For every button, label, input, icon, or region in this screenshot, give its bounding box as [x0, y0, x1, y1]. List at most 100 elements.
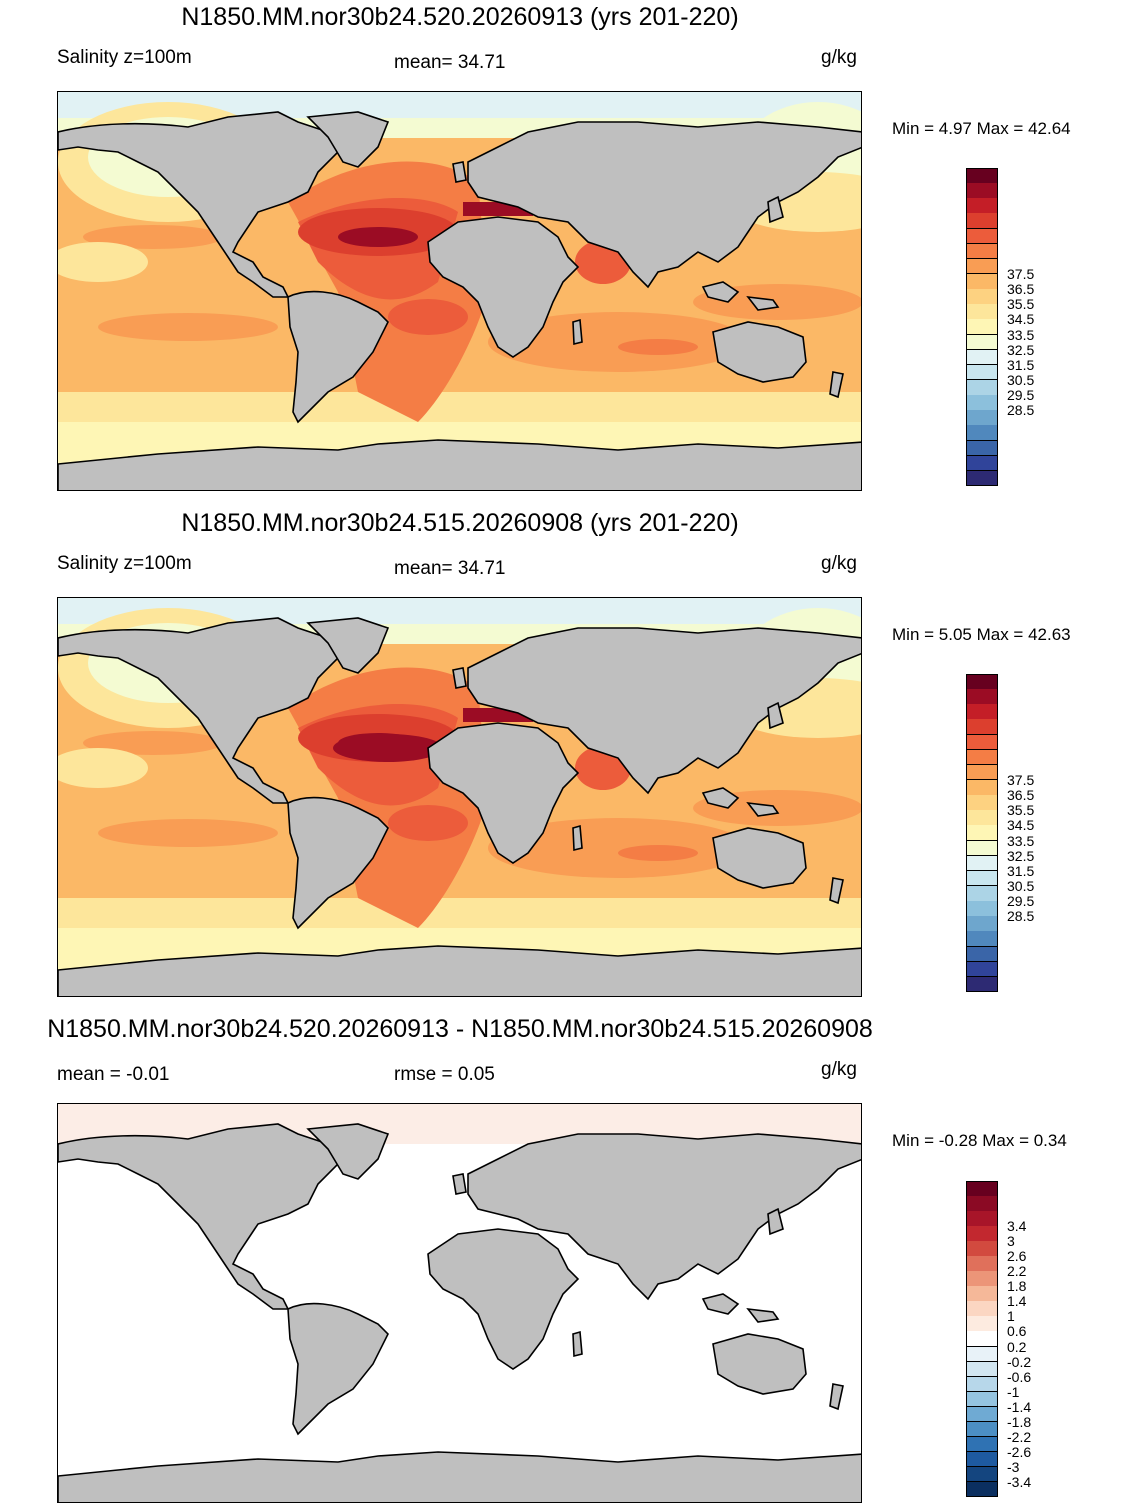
colorbar-swatch	[966, 795, 998, 811]
colorbar-swatch	[966, 380, 998, 396]
colorbar-swatch	[966, 183, 998, 199]
colorbar-swatch	[966, 440, 998, 457]
colorbar-swatch	[966, 810, 998, 826]
colorbar-tick-label: 34.5	[1007, 817, 1035, 834]
colorbar-swatch	[966, 304, 998, 320]
rmse-label: rmse = 0.05	[394, 1064, 495, 1085]
colorbar-swatch	[966, 1256, 998, 1272]
colorbar-swatch	[966, 1376, 998, 1393]
colorbar-swatch	[966, 704, 998, 720]
colorbar-tick-label: 0.2	[1007, 1338, 1027, 1355]
colorbar-swatch	[966, 198, 998, 214]
panel-title: N1850.MM.nor30b24.520.20260913 - N1850.M…	[47, 1015, 873, 1043]
colorbar-tick-label: 36.5	[1007, 787, 1035, 804]
colorbar-swatch	[966, 364, 998, 381]
colorbar-tick-label: 35.5	[1007, 802, 1035, 819]
colorbar-swatch	[966, 840, 998, 857]
colorbar-tick-label: 29.5	[1007, 893, 1035, 910]
colorbar-swatch	[966, 764, 998, 781]
colorbar-tick-label: 1.4	[1007, 1293, 1027, 1310]
panel-title: N1850.MM.nor30b24.520.20260913 (yrs 201-…	[181, 3, 739, 31]
colorbar-tick-label: 37.5	[1007, 772, 1035, 788]
panel-title: N1850.MM.nor30b24.515.20260908 (yrs 201-…	[181, 509, 739, 537]
colorbar-swatch	[966, 689, 998, 705]
colorbar-tick-label: 0.6	[1007, 1323, 1027, 1340]
colorbar-swatch	[966, 243, 998, 260]
colorbar-tick-label: 28.5	[1007, 908, 1035, 925]
colorbar-swatch	[966, 855, 998, 872]
colorbar-tick-label: -2.2	[1007, 1428, 1032, 1445]
colorbar-swatch	[966, 719, 998, 736]
difference-map	[57, 1103, 862, 1503]
mean-label: mean= 34.71	[394, 52, 506, 73]
colorbar-swatch	[966, 780, 998, 796]
colorbar-swatch	[966, 1181, 998, 1197]
colorbar-swatch	[966, 1271, 998, 1287]
colorbar-swatch	[966, 870, 998, 887]
colorbar-swatch	[966, 1316, 998, 1332]
colorbar-swatch	[966, 410, 998, 426]
colorbar-tick-label: -2.6	[1007, 1443, 1032, 1460]
map-svg	[58, 1104, 861, 1502]
colorbar-tick-label: 34.5	[1007, 311, 1035, 328]
colorbar-tick-label: 2.2	[1007, 1263, 1027, 1280]
colorbar-tick-label: 30.5	[1007, 372, 1035, 388]
colorbar-tick-label: -1	[1007, 1383, 1020, 1400]
colorbar-swatch	[966, 319, 998, 336]
colorbar-tick-label: 1	[1007, 1308, 1015, 1325]
salinity-map	[57, 91, 862, 491]
colorbar-swatch	[966, 1451, 998, 1468]
colorbar-tick-label: 3.4	[1007, 1218, 1027, 1235]
colorbar-swatch	[966, 213, 998, 230]
mean-label: mean = -0.01	[57, 1064, 170, 1085]
colorbar-swatch	[966, 1211, 998, 1227]
mean-label: mean= 34.71	[394, 558, 506, 579]
units-label: g/kg	[821, 553, 857, 574]
map-svg	[58, 598, 861, 996]
colorbar-swatch	[966, 931, 998, 948]
colorbar-tick-label: 32.5	[1007, 847, 1035, 864]
colorbar-swatch	[966, 1466, 998, 1483]
colorbar-swatch	[966, 1421, 998, 1438]
colorbar-tick-label: -3	[1007, 1458, 1020, 1475]
colorbar-swatch	[966, 976, 998, 993]
colorbar-swatch	[966, 749, 998, 766]
colorbar-swatch	[966, 1226, 998, 1242]
colorbar-swatch	[966, 825, 998, 842]
colorbar-swatch	[966, 886, 998, 902]
colorbar-swatch	[966, 1286, 998, 1302]
colorbar-tick-label: 28.5	[1007, 402, 1035, 419]
colorbar	[966, 1181, 998, 1498]
minmax-label: Min = -0.28 Max = 0.34	[892, 1131, 1067, 1150]
colorbar-tick-label: 33.5	[1007, 832, 1035, 849]
colorbar-tick-label: 29.5	[1007, 387, 1035, 404]
colorbar-swatch	[966, 228, 998, 245]
colorbar-tick-label: 32.5	[1007, 341, 1035, 358]
colorbar-tick-label: 30.5	[1007, 878, 1035, 894]
colorbar-swatch	[966, 946, 998, 963]
colorbar-swatch	[966, 1436, 998, 1453]
colorbar-swatch	[966, 1346, 998, 1363]
colorbar-swatch	[966, 1481, 998, 1498]
colorbar-tick-label: 31.5	[1007, 862, 1035, 879]
colorbar-tick-label: 1.8	[1007, 1278, 1027, 1295]
colorbar-tick-label: -1.8	[1007, 1413, 1032, 1430]
colorbar-tick-label: -0.6	[1007, 1368, 1032, 1385]
minmax-label: Min = 5.05 Max = 42.63	[892, 625, 1071, 644]
colorbar-swatch	[966, 1196, 998, 1212]
colorbar-swatch	[966, 455, 998, 472]
colorbar-tick-label: -1.4	[1007, 1398, 1032, 1415]
variable-label: Salinity z=100m	[57, 553, 192, 574]
colorbar-tick-label: 37.5	[1007, 266, 1035, 282]
colorbar-swatch	[966, 258, 998, 275]
colorbar-tick-label: -3.4	[1007, 1473, 1032, 1490]
colorbar-swatch	[966, 674, 998, 690]
colorbar-tick-label: -0.2	[1007, 1353, 1032, 1370]
map-svg	[58, 92, 861, 490]
colorbar-swatch	[966, 901, 998, 917]
colorbar-swatch	[966, 1301, 998, 1317]
colorbar	[966, 674, 998, 993]
salinity-map	[57, 597, 862, 997]
colorbar-swatch	[966, 1241, 998, 1257]
minmax-label: Min = 4.97 Max = 42.64	[892, 119, 1071, 138]
